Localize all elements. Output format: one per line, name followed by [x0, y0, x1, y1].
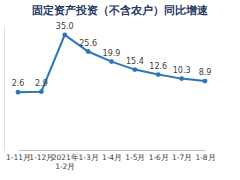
- plot: 1-11月1-12月2021年1-2月1-3月1-4月1-5月1-6月1-7月1…: [5, 22, 216, 171]
- x-tick-label: 1-11月: [6, 153, 31, 162]
- x-tick-label: 1-8月: [195, 153, 215, 162]
- marker: [132, 67, 137, 72]
- x-axis-line: [19, 150, 206, 151]
- chart: 固定资产投资（不含农户）同比增速1-11月1-12月2021年1-2月1-3月1…: [0, 0, 240, 180]
- x-tick: 1-12月: [29, 150, 54, 162]
- data-label: 10.3: [173, 66, 191, 75]
- x-tick-label: 1-4月: [102, 153, 122, 162]
- y-axis: [4, 27, 5, 151]
- marker: [203, 79, 208, 84]
- x-tick: 1-3月: [79, 150, 99, 162]
- marker: [39, 89, 44, 94]
- marker: [16, 90, 21, 95]
- line: [18, 35, 205, 92]
- x-tick-label: 1-6月: [149, 153, 169, 162]
- data-label: 35.0: [56, 22, 74, 31]
- x-tick-label: 1-7月: [172, 153, 192, 162]
- marker: [156, 72, 161, 77]
- x-tick: 1-8月: [195, 150, 215, 162]
- x-tick: 1-7月: [172, 150, 192, 162]
- data-label: 8.9: [199, 68, 212, 77]
- data-label: 12.6: [149, 62, 167, 71]
- x-tick-label: 1-5月: [125, 153, 145, 162]
- x-tick: 1-6月: [149, 150, 169, 162]
- x-tick: 1-5月: [125, 150, 145, 162]
- x-tick-label: 2021年1-2月: [52, 153, 79, 171]
- y-axis-line: [4, 27, 5, 151]
- marker: [109, 59, 114, 64]
- marker: [62, 32, 67, 37]
- data-label: 25.6: [79, 39, 97, 48]
- data-label: 19.9: [103, 49, 121, 58]
- x-tick: 2021年1-2月: [52, 150, 79, 171]
- x-axis: 1-11月1-12月2021年1-2月1-3月1-4月1-5月 1-6月1-7月1…: [6, 150, 216, 171]
- title: 固定资产投资（不含农户）同比增速: [32, 4, 209, 17]
- series: [16, 32, 208, 94]
- x-tick-label: 1-12月: [29, 153, 54, 162]
- x-tick: 1-11月: [6, 150, 31, 162]
- x-tick: 1-4月: [102, 150, 122, 162]
- marker: [86, 49, 91, 54]
- marker: [179, 76, 184, 81]
- data-label: 2.6: [12, 79, 25, 88]
- data-label: 2.9: [35, 79, 48, 88]
- data-label: 15.4: [126, 57, 144, 66]
- x-tick-label: 1-3月: [79, 153, 99, 162]
